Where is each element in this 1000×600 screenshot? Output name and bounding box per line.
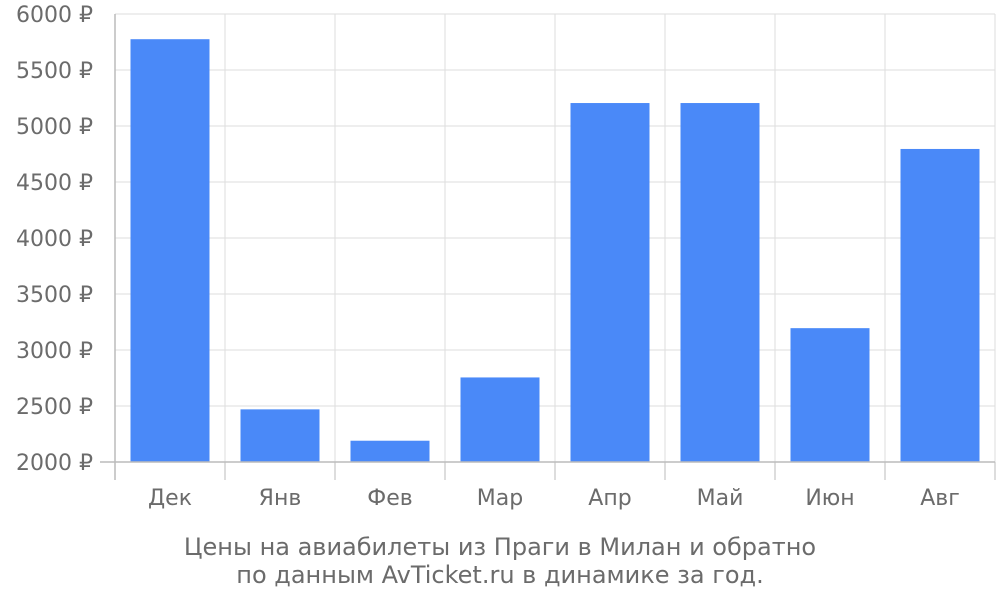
x-tick-label: Дек	[148, 486, 192, 511]
chart-caption-line-2: по данным AvTicket.ru в динамике за год.	[236, 561, 764, 589]
y-tick-label: 4000 ₽	[16, 227, 93, 252]
x-tick-labels: Дек Янв Фев Мар Апр Май Июн Авг	[148, 486, 960, 511]
y-tick-label: 4500 ₽	[16, 171, 93, 196]
y-tick-label: 5000 ₽	[16, 115, 93, 140]
x-tick-label: Июн	[805, 486, 854, 511]
y-tick-label: 3500 ₽	[16, 283, 93, 308]
y-tick-label: 3000 ₽	[16, 339, 93, 364]
x-tick-label: Апр	[588, 486, 631, 511]
y-tick-label: 6000 ₽	[16, 3, 93, 28]
grid-layer	[114, 13, 996, 463]
y-tick-labels: 2000 ₽ 2500 ₽ 3000 ₽ 3500 ₽ 4000 ₽ 4500 ₽ 5000…	[16, 3, 93, 476]
bar-5	[570, 103, 650, 462]
x-tick-label: Янв	[259, 486, 302, 511]
bars-layer	[130, 39, 980, 462]
bar-chart: 2000 ₽ 2500 ₽ 3000 ₽ 3500 ₽ 4000 ₽ 4500 ₽ 5000…	[16, 3, 996, 511]
x-tick-label: Фев	[367, 486, 412, 511]
y-tick-label: 2000 ₽	[16, 451, 93, 476]
bar-3	[350, 440, 430, 462]
bar-6	[680, 103, 760, 462]
x-tick-label: Авг	[920, 486, 960, 511]
x-tick-label: Мар	[477, 486, 523, 511]
y-tick-label: 5500 ₽	[16, 59, 93, 84]
bar-4	[460, 377, 540, 462]
axis-layer	[100, 14, 996, 480]
y-tick-label: 2500 ₽	[16, 395, 93, 420]
chart-caption-line-1: Цены на авиабилеты из Праги в Милан и об…	[183, 533, 817, 561]
bar-1	[130, 39, 210, 462]
x-tick-label: Май	[697, 486, 744, 511]
bar-2	[240, 409, 320, 462]
bar-8	[900, 148, 980, 462]
bar-7	[790, 328, 870, 462]
